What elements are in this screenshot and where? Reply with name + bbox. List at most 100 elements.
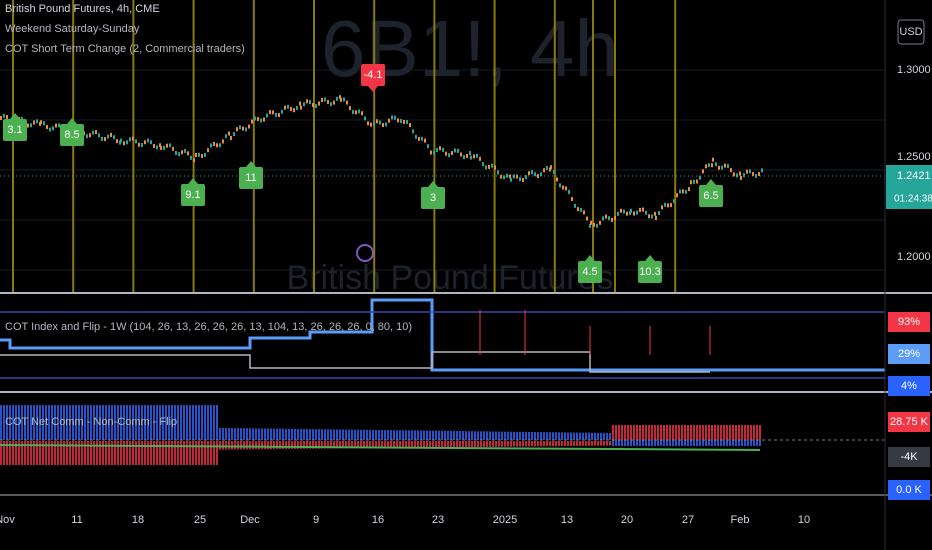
candle — [469, 151, 471, 156]
histogram-bar — [537, 441, 539, 447]
time-tick-label: 25 — [194, 514, 206, 526]
histogram-bar — [327, 441, 329, 449]
candle — [400, 118, 402, 123]
candle — [257, 117, 259, 122]
histogram-bar — [318, 429, 320, 440]
candle — [349, 106, 351, 111]
candle — [388, 118, 390, 123]
histogram-bar — [747, 425, 749, 440]
histogram-bar — [192, 405, 194, 440]
candle — [260, 118, 262, 123]
histogram-bar — [708, 425, 710, 440]
histogram-bar — [477, 441, 479, 447]
candle — [89, 133, 91, 138]
histogram-bar — [240, 428, 242, 440]
time-tick-label: 11 — [71, 514, 82, 526]
histogram-bar — [522, 441, 524, 447]
histogram-bar — [369, 429, 371, 440]
histogram-bar — [399, 430, 401, 440]
histogram-bar — [60, 405, 62, 440]
histogram-bar — [249, 428, 251, 440]
histogram-bar — [714, 425, 716, 440]
histogram-bar — [300, 441, 302, 449]
candle — [629, 211, 631, 216]
histogram-bar — [444, 441, 446, 448]
change-label-box — [361, 64, 385, 86]
histogram-bar — [39, 441, 41, 465]
candle — [116, 139, 118, 144]
candle — [746, 169, 748, 174]
histogram-bar — [411, 441, 413, 448]
histogram-bar — [267, 441, 269, 450]
candle — [543, 168, 545, 173]
candle — [184, 148, 186, 153]
histogram-bar — [27, 441, 29, 465]
candle — [602, 216, 604, 221]
histogram-bar — [729, 438, 731, 446]
histogram-bar — [90, 441, 92, 465]
histogram-bar — [261, 428, 263, 440]
candle — [699, 175, 701, 180]
change-label: 9.1 — [185, 189, 200, 201]
histogram-bar — [417, 430, 419, 440]
histogram-bar — [534, 432, 536, 440]
histogram-bar — [591, 432, 593, 440]
candle — [430, 150, 432, 155]
histogram-bar — [141, 441, 143, 465]
histogram-bar — [522, 431, 524, 440]
candle — [101, 136, 103, 141]
histogram-bar — [648, 425, 650, 440]
currency-label[interactable]: USD — [899, 26, 922, 38]
histogram-bar — [585, 432, 587, 440]
histogram-bar — [684, 425, 686, 440]
candle — [190, 155, 192, 160]
candle — [129, 137, 131, 142]
candle — [315, 104, 317, 109]
currency-button[interactable] — [897, 19, 925, 45]
histogram-bar — [594, 432, 596, 440]
candle — [340, 97, 342, 102]
histogram-bar — [420, 441, 422, 448]
histogram-bar — [51, 405, 53, 440]
histogram-bar — [171, 441, 173, 465]
histogram-bar — [273, 441, 275, 450]
candle — [596, 223, 598, 228]
histogram-bar — [420, 430, 422, 440]
histogram-bar — [600, 441, 602, 446]
histogram-bar — [723, 438, 725, 446]
histogram-bar — [321, 429, 323, 440]
histogram-bar — [579, 441, 581, 446]
histogram-bar — [489, 431, 491, 440]
histogram-bar — [447, 441, 449, 448]
histogram-bar — [501, 431, 503, 440]
candle — [712, 157, 714, 162]
histogram-bar — [381, 430, 383, 440]
histogram-bar — [207, 405, 209, 440]
histogram-bar — [546, 432, 548, 440]
histogram-bar — [735, 425, 737, 440]
candle — [418, 136, 420, 141]
histogram-bar — [666, 425, 668, 440]
histogram-bar — [447, 430, 449, 440]
histogram-bar — [87, 441, 89, 465]
candle — [119, 140, 121, 145]
candle — [318, 101, 320, 106]
candle — [589, 223, 591, 228]
histogram-bar — [129, 405, 131, 440]
histogram-bar — [93, 405, 95, 440]
candle — [312, 103, 314, 108]
time-tick-label: 23 — [432, 514, 444, 526]
histogram-bar — [123, 405, 125, 440]
change-label: 10.3 — [639, 266, 660, 278]
candle — [565, 186, 567, 191]
histogram-bar — [633, 425, 635, 440]
histogram-bar — [174, 441, 176, 465]
histogram-bar — [741, 425, 743, 440]
histogram-bar — [387, 430, 389, 440]
histogram-bar — [21, 441, 23, 465]
histogram-bar — [345, 429, 347, 440]
histogram-bar — [144, 405, 146, 440]
time-tick-label: 10 — [798, 514, 810, 526]
candle — [3, 113, 5, 118]
histogram-bar — [144, 441, 146, 465]
